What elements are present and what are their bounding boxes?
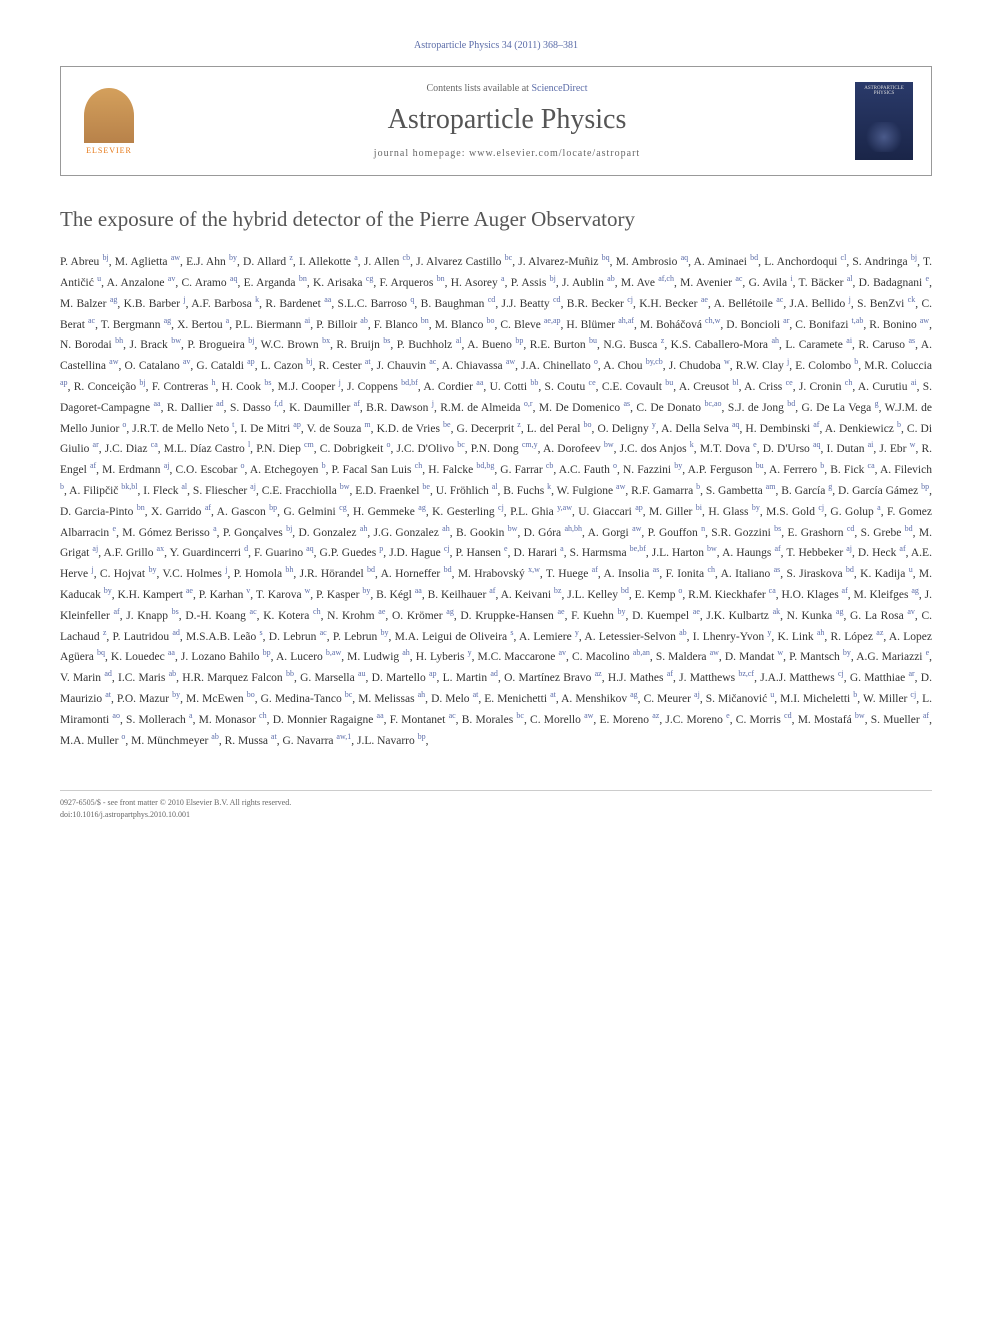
contents-available-line: Contents lists available at ScienceDirec… <box>159 83 855 94</box>
journal-name: Astroparticle Physics <box>159 104 855 136</box>
elsevier-label: ELSEVIER <box>86 146 132 155</box>
footer-line2: doi:10.1016/j.astropartphys.2010.10.001 <box>60 809 932 820</box>
journal-homepage: journal homepage: www.elsevier.com/locat… <box>159 148 855 159</box>
header-citation: Astroparticle Physics 34 (2011) 368–381 <box>60 40 932 51</box>
elsevier-logo: ELSEVIER <box>79 84 139 159</box>
contents-text: Contents lists available at <box>426 83 531 94</box>
journal-center-block: Contents lists available at ScienceDirec… <box>159 83 855 159</box>
journal-cover-thumbnail: ASTROPARTICLE PHYSICS <box>855 82 913 160</box>
footer-copyright: 0927-6505/$ - see front matter © 2010 El… <box>60 790 932 819</box>
sciencedirect-link[interactable]: ScienceDirect <box>531 83 587 94</box>
journal-header-box: ELSEVIER Contents lists available at Sci… <box>60 66 932 176</box>
elsevier-tree-icon <box>84 88 134 143</box>
cover-label: ASTROPARTICLE PHYSICS <box>855 82 913 96</box>
author-list: P. Abreu bj, M. Aglietta aw, E.J. Ahn by… <box>60 251 932 750</box>
article-title: The exposure of the hybrid detector of t… <box>60 206 932 233</box>
footer-line1: 0927-6505/$ - see front matter © 2010 El… <box>60 797 932 808</box>
